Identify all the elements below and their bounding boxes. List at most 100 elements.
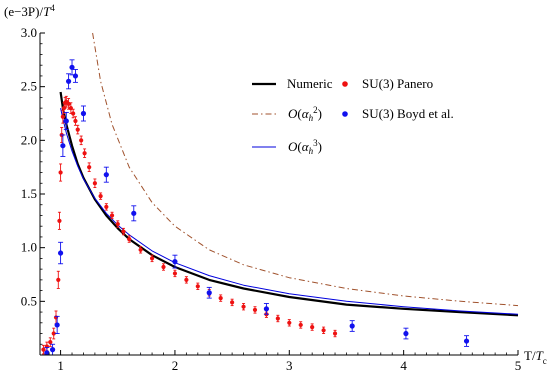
data-marker	[63, 118, 69, 124]
plot-area	[41, 32, 519, 355]
data-marker	[115, 221, 120, 227]
data-marker	[263, 306, 270, 312]
legend-entry: SU(3) Boyd et al.	[342, 106, 454, 121]
data-point	[298, 321, 303, 329]
data-point	[58, 163, 63, 182]
data-point	[172, 254, 178, 269]
data-marker	[321, 328, 326, 333]
legend-marker	[342, 81, 348, 87]
data-marker	[127, 236, 132, 242]
data-marker	[103, 172, 109, 178]
data-point	[263, 303, 270, 315]
data-point	[241, 303, 246, 311]
data-marker	[65, 78, 72, 84]
legend-label: O(αh2)	[288, 105, 322, 123]
data-marker	[54, 322, 60, 328]
data-marker	[131, 210, 137, 216]
data-marker	[241, 304, 246, 309]
x-tick-label: 4	[400, 358, 407, 373]
data-marker	[92, 181, 97, 186]
data-marker	[41, 347, 46, 352]
data-point	[57, 241, 64, 265]
legend-label: Numeric	[287, 76, 333, 91]
data-marker	[51, 331, 56, 336]
legend-marker	[342, 111, 348, 117]
data-marker	[172, 271, 178, 276]
data-marker	[87, 165, 92, 170]
series-line-1	[92, 32, 519, 307]
data-point	[121, 227, 126, 236]
data-marker	[75, 127, 80, 132]
data-point	[403, 327, 409, 340]
data-point	[98, 192, 103, 200]
data-marker	[149, 256, 155, 261]
x-axis-title: T/Tc	[524, 348, 547, 366]
data-point	[206, 286, 212, 299]
data-marker	[57, 250, 64, 256]
data-marker	[218, 296, 223, 301]
data-marker	[184, 277, 189, 282]
data-point	[56, 270, 61, 289]
data-point	[218, 294, 223, 302]
data-marker	[72, 73, 79, 79]
data-point	[92, 178, 97, 189]
x-tick-label: 5	[515, 358, 522, 373]
legend-label: O(αh3)	[288, 138, 322, 156]
data-marker	[57, 218, 62, 223]
data-point	[310, 323, 315, 331]
legend-entry: O(αh3)	[252, 138, 322, 156]
legend-entry: O(αh2)	[252, 105, 322, 123]
data-point	[321, 326, 326, 334]
data-marker	[73, 118, 78, 124]
data-marker	[310, 324, 315, 330]
data-point	[60, 134, 66, 157]
data-point	[115, 220, 120, 228]
y-tick-label: 2.5	[21, 79, 37, 94]
data-point	[87, 162, 92, 172]
data-point	[332, 329, 338, 338]
data-point	[54, 315, 60, 334]
data-marker	[60, 143, 66, 149]
y-tick-label: 1.5	[21, 186, 37, 201]
axes: 1 2 3 4 5 0.5 1.0 1.5 2.0 2.5 3.0 (e−3P)/T4 T/Tc	[4, 3, 547, 373]
data-point	[103, 166, 109, 183]
series-line-0	[59, 91, 519, 317]
x-tick-label: 3	[286, 358, 293, 373]
data-marker	[56, 277, 61, 282]
data-marker	[252, 307, 258, 313]
data-marker	[48, 340, 53, 345]
data-point	[41, 344, 46, 355]
data-point	[49, 343, 56, 355]
data-point	[104, 203, 109, 211]
data-point	[184, 276, 189, 284]
data-point	[195, 282, 200, 290]
data-marker	[71, 111, 76, 116]
data-marker	[298, 322, 303, 328]
series-line-2	[60, 107, 519, 315]
data-marker	[275, 316, 280, 321]
data-point	[73, 116, 78, 126]
data-point	[65, 73, 72, 90]
data-marker	[58, 170, 63, 175]
data-point	[349, 320, 355, 332]
data-point	[69, 59, 75, 76]
data-point	[138, 246, 143, 254]
data-point	[109, 211, 115, 220]
data-point	[131, 205, 137, 222]
data-point	[252, 306, 258, 314]
data-marker	[44, 350, 50, 355]
legend: Numeric SU(3) Panero O(αh2) SU(3) Boyd et a…	[252, 76, 454, 156]
x-tick-label: 2	[172, 358, 179, 373]
data-marker	[332, 331, 338, 336]
data-point	[275, 314, 280, 323]
data-point	[79, 135, 84, 146]
data-marker	[82, 151, 87, 156]
legend-label: SU(3) Boyd et al.	[362, 106, 454, 121]
data-point	[172, 269, 178, 278]
y-tick-label: 0.5	[21, 293, 37, 308]
data-marker	[463, 338, 470, 344]
y-tick-label: 1.0	[21, 240, 37, 255]
y-axis-title: (e−3P)/T4	[4, 3, 55, 19]
data-marker	[161, 264, 166, 270]
